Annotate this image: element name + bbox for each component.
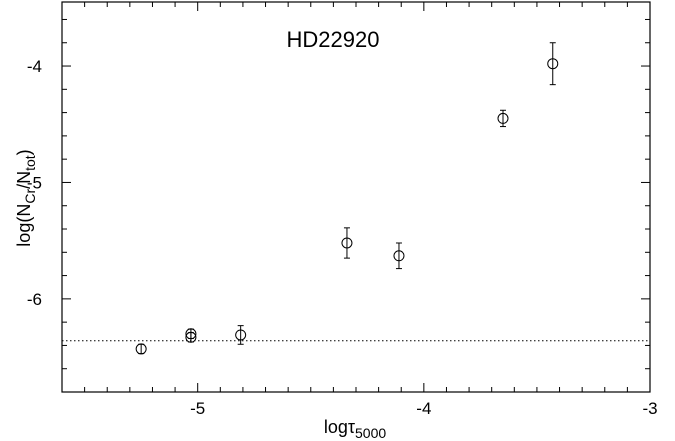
y-axis-label: log(NCr/Ntot) xyxy=(14,149,38,246)
point-marker xyxy=(135,343,147,355)
y-tick-label: -5 xyxy=(27,173,42,192)
y-axis-label-mid: /N xyxy=(14,171,34,189)
point-marker xyxy=(341,237,353,249)
x-tick-label: -5 xyxy=(190,399,205,418)
x-tick-label: -3 xyxy=(642,399,657,418)
x-axis-label-main: log xyxy=(324,417,348,437)
data-point xyxy=(235,325,247,345)
x-axis-label: logτ5000 xyxy=(324,417,387,441)
y-axis-label-sub2: tot xyxy=(22,155,38,171)
x-tick-label: -4 xyxy=(416,399,431,418)
axis-ticks xyxy=(62,2,651,393)
chart-title: HD22920 xyxy=(287,27,380,52)
data-point xyxy=(497,109,509,128)
x-axis-label-sub: 5000 xyxy=(355,425,386,441)
point-marker xyxy=(547,58,559,70)
y-axis-label-post: ) xyxy=(14,149,34,155)
point-marker xyxy=(393,250,405,262)
y-tick-label: -6 xyxy=(27,290,42,309)
data-point xyxy=(393,242,405,270)
point-marker xyxy=(235,329,247,341)
data-point xyxy=(135,343,147,355)
point-marker xyxy=(497,112,509,124)
y-axis-label-pre: log(N xyxy=(14,204,34,247)
data-point xyxy=(547,42,559,86)
plot-frame xyxy=(61,1,651,393)
data-point xyxy=(341,227,353,259)
y-axis-label-sub1: Cr xyxy=(22,189,38,204)
data-points xyxy=(135,42,559,355)
y-tick-label: -4 xyxy=(27,57,42,76)
point-marker xyxy=(185,331,197,343)
x-axis-label-tau: τ xyxy=(348,417,355,437)
data-point xyxy=(185,331,197,343)
tick-labels: -5 -4 -3 -4 -5 -6 xyxy=(27,57,658,418)
